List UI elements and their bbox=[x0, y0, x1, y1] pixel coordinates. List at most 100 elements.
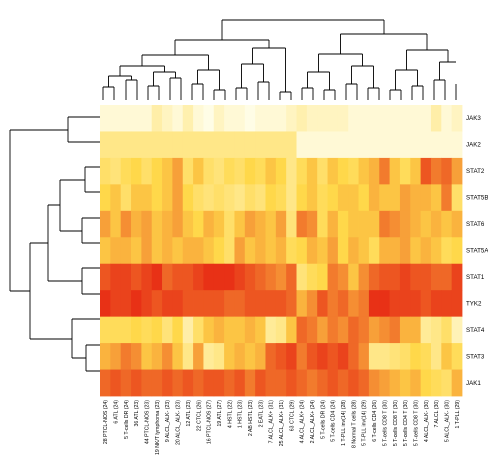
heatmap-cell bbox=[410, 105, 422, 132]
heatmap-cell bbox=[162, 131, 173, 159]
heatmap-cell bbox=[275, 263, 287, 291]
heatmap-cell bbox=[100, 343, 111, 370]
heatmap-cell bbox=[451, 343, 463, 370]
heatmap-cell bbox=[275, 131, 287, 159]
column-label: 5 ALCL_ALK- (30) bbox=[444, 400, 450, 442]
heatmap-cell bbox=[275, 210, 287, 238]
heatmap-cell bbox=[430, 131, 442, 159]
heatmap-cell bbox=[110, 105, 122, 132]
heatmap-cell bbox=[244, 290, 256, 318]
heatmap-cell bbox=[306, 184, 318, 212]
heatmap-cell bbox=[379, 237, 390, 265]
heatmap-cell bbox=[306, 210, 318, 238]
heatmap-cell bbox=[317, 316, 328, 344]
heatmap-cell bbox=[120, 237, 132, 265]
heatmap-cell bbox=[451, 157, 463, 185]
heatmap-cell bbox=[348, 263, 359, 291]
heatmap-cell bbox=[441, 316, 453, 344]
heatmap-cell bbox=[306, 316, 318, 344]
heatmap-cell bbox=[317, 237, 328, 265]
heatmap-cell bbox=[193, 237, 204, 265]
heatmap-cell bbox=[234, 105, 246, 132]
heatmap-cell bbox=[430, 343, 442, 370]
heatmap-cell bbox=[193, 157, 204, 185]
heatmap-cell bbox=[234, 343, 246, 370]
heatmap-cell bbox=[389, 316, 401, 344]
heatmap-cell bbox=[141, 157, 153, 185]
heatmap-cell bbox=[379, 343, 390, 370]
heatmap-cell bbox=[337, 131, 349, 159]
heatmap-cell bbox=[368, 237, 380, 265]
heatmap-cell bbox=[244, 210, 256, 238]
column-labels: 28 PTCL-NOS (24) 6 ATL (24) 5 T-cells DR (… bbox=[103, 400, 461, 455]
heatmap-cell bbox=[275, 290, 287, 318]
heatmap-cell bbox=[368, 263, 380, 291]
heatmap-cell bbox=[296, 369, 308, 397]
heatmap-cell bbox=[451, 290, 463, 318]
column-label: 1 T-PLL inv(14) (28) bbox=[341, 400, 347, 446]
heatmap-cell bbox=[306, 369, 318, 397]
heatmap-cell bbox=[182, 237, 194, 265]
heatmap-cell bbox=[337, 316, 349, 344]
row-dendrogram bbox=[9, 116, 100, 372]
heatmap-cell bbox=[151, 369, 163, 397]
heatmap-cell bbox=[286, 290, 297, 318]
heatmap-cell bbox=[265, 290, 277, 318]
heatmap-cell bbox=[100, 157, 111, 185]
heatmap-cell bbox=[358, 237, 370, 265]
heatmap-cell bbox=[358, 157, 370, 185]
heatmap-cell bbox=[162, 263, 173, 291]
heatmap-cell bbox=[224, 105, 235, 132]
heatmap-cell bbox=[172, 290, 184, 318]
heatmap-cell bbox=[420, 237, 432, 265]
heatmap-cell bbox=[337, 184, 349, 212]
heatmap-cell bbox=[358, 316, 370, 344]
heatmap-cell bbox=[100, 131, 111, 159]
heatmap-cell bbox=[244, 184, 256, 212]
heatmap-cell bbox=[255, 237, 266, 265]
heatmap-cell bbox=[255, 290, 266, 318]
heatmap-cell bbox=[430, 237, 442, 265]
heatmap-cell bbox=[430, 210, 442, 238]
heatmap-cell bbox=[120, 105, 132, 132]
heatmap-cell bbox=[182, 343, 194, 370]
heatmap-cell bbox=[306, 131, 318, 159]
heatmap-cell bbox=[255, 105, 266, 132]
heatmap-cell bbox=[358, 105, 370, 132]
heatmap-cell bbox=[451, 210, 463, 238]
heatmap-cell bbox=[131, 184, 142, 212]
heatmap-cell bbox=[306, 105, 318, 132]
column-label: 44 PTCL-NOS (23) bbox=[145, 400, 151, 444]
heatmap-cell bbox=[296, 263, 308, 291]
heatmap-cell bbox=[410, 316, 422, 344]
heatmap-cell bbox=[399, 210, 411, 238]
heatmap-cell bbox=[379, 184, 390, 212]
heatmap-cell bbox=[213, 237, 225, 265]
heatmap-cell bbox=[348, 369, 359, 397]
heatmap-cell bbox=[224, 131, 235, 159]
heatmap-cell bbox=[213, 105, 225, 132]
row-label: STAT1 bbox=[466, 274, 485, 281]
heatmap-cell bbox=[234, 263, 246, 291]
heatmap-cell bbox=[213, 343, 225, 370]
heatmap-cell bbox=[255, 316, 266, 344]
heatmap-cell bbox=[441, 263, 453, 291]
heatmap-cell bbox=[286, 184, 297, 212]
heatmap-cell bbox=[327, 105, 339, 132]
heatmap-cell bbox=[151, 263, 163, 291]
column-label: 5 T-cells CD8 T (30) bbox=[393, 400, 399, 446]
heatmap-cell bbox=[296, 131, 308, 159]
heatmap-cell bbox=[120, 263, 132, 291]
heatmap-cell bbox=[389, 157, 401, 185]
heatmap-cell bbox=[327, 369, 339, 397]
column-label: 5 T-PLL inv(14) (29) bbox=[362, 400, 368, 446]
heatmap-cell bbox=[120, 157, 132, 185]
heatmap-cell bbox=[368, 131, 380, 159]
heatmap-cell bbox=[358, 184, 370, 212]
heatmap-cell bbox=[203, 210, 215, 238]
heatmap-cell bbox=[410, 210, 422, 238]
heatmap-cell bbox=[451, 184, 463, 212]
heatmap-cell bbox=[162, 237, 173, 265]
heatmap-cell bbox=[399, 131, 411, 159]
heatmap-cell bbox=[100, 263, 111, 291]
